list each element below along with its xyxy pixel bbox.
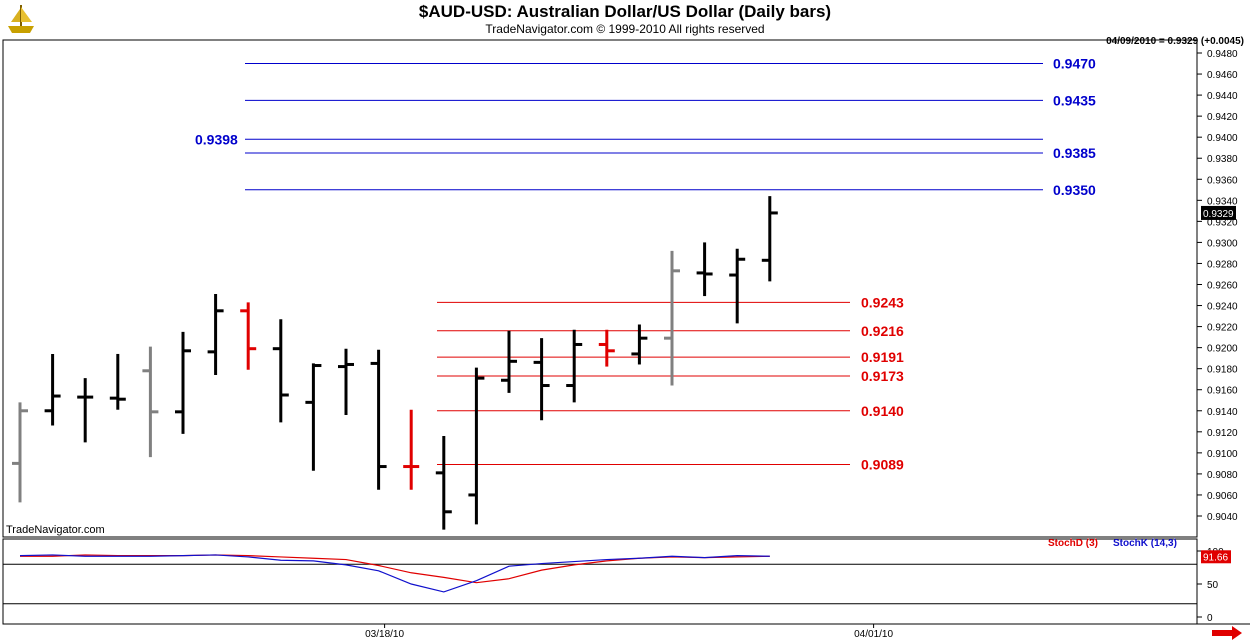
navigator-ship-icon bbox=[8, 5, 34, 33]
price-tick-label: 0.9320 bbox=[1207, 217, 1238, 228]
chart-title: $AUD-USD: Australian Dollar/US Dollar (D… bbox=[418, 2, 832, 21]
price-tick-label: 0.9160 bbox=[1207, 386, 1238, 397]
level-label: 0.9191 bbox=[861, 349, 904, 365]
stoch-tick-label: 0 bbox=[1207, 613, 1213, 624]
current-price-box bbox=[1201, 205, 1236, 220]
stoch-k-line bbox=[19, 554, 770, 593]
price-tick-label: 0.9380 bbox=[1207, 154, 1238, 165]
price-tick-label: 0.9200 bbox=[1207, 344, 1238, 355]
level-label: 0.9089 bbox=[861, 456, 904, 472]
price-tick-label: 0.9440 bbox=[1207, 91, 1238, 102]
price-tick-label: 0.9260 bbox=[1207, 281, 1238, 292]
price-tick-label: 0.9480 bbox=[1207, 49, 1238, 60]
price-tick-label: 0.9080 bbox=[1207, 470, 1238, 481]
price-tick-label: 0.9300 bbox=[1207, 238, 1238, 249]
price-tick-label: 0.9460 bbox=[1207, 70, 1238, 81]
price-tick-label: 0.9240 bbox=[1207, 302, 1238, 313]
current-price-label: 0.9329 bbox=[1203, 209, 1234, 220]
level-label: 0.9173 bbox=[861, 368, 904, 384]
date-tick-label: 03/18/10 bbox=[365, 629, 404, 640]
stoch-value-box bbox=[1201, 550, 1231, 564]
stoch-tick-label: 50 bbox=[1207, 580, 1219, 591]
level-label: 0.9243 bbox=[861, 294, 904, 310]
stoch-d-line bbox=[20, 554, 770, 584]
level-label: 0.9140 bbox=[861, 403, 904, 419]
level-label: 0.9470 bbox=[1053, 56, 1096, 72]
price-tick-label: 0.9220 bbox=[1207, 323, 1238, 334]
scroll-right-arrow-icon[interactable] bbox=[1212, 626, 1242, 640]
stoch-value-label: 91.66 bbox=[1203, 552, 1228, 563]
price-tick-label: 0.9280 bbox=[1207, 259, 1238, 270]
last-price-readout: 04/09/2010 = 0.9329 (+0.0045) bbox=[1106, 36, 1244, 47]
chart-subtitle: TradeNavigator.com © 1999-2010 All right… bbox=[485, 22, 765, 36]
stoch-d-legend: StochD (3) bbox=[1048, 538, 1098, 549]
level-label: 0.9216 bbox=[861, 323, 904, 339]
price-tick-label: 0.9120 bbox=[1207, 428, 1238, 439]
level-label: 0.9435 bbox=[1053, 92, 1096, 108]
price-tick-label: 0.9420 bbox=[1207, 112, 1238, 123]
level-label: 0.9398 bbox=[195, 131, 238, 147]
price-tick-label: 0.9400 bbox=[1207, 133, 1238, 144]
price-tick-label: 0.9360 bbox=[1207, 175, 1238, 186]
price-tick-label: 0.9180 bbox=[1207, 365, 1238, 376]
price-panel-frame bbox=[2, 39, 1198, 538]
level-label: 0.9350 bbox=[1053, 182, 1096, 198]
date-tick-label: 04/01/10 bbox=[854, 629, 893, 640]
stoch-k-legend: StochK (14,3) bbox=[1113, 538, 1177, 549]
price-tick-label: 0.9100 bbox=[1207, 449, 1238, 460]
price-tick-label: 0.9040 bbox=[1207, 512, 1238, 523]
price-tick-label: 0.9340 bbox=[1207, 196, 1238, 207]
price-tick-label: 0.9140 bbox=[1207, 407, 1238, 418]
price-tick-label: 0.9060 bbox=[1207, 491, 1238, 502]
level-label: 0.9385 bbox=[1053, 145, 1096, 161]
watermark-text: TradeNavigator.com bbox=[6, 524, 105, 536]
stoch-panel-frame bbox=[2, 538, 1198, 625]
